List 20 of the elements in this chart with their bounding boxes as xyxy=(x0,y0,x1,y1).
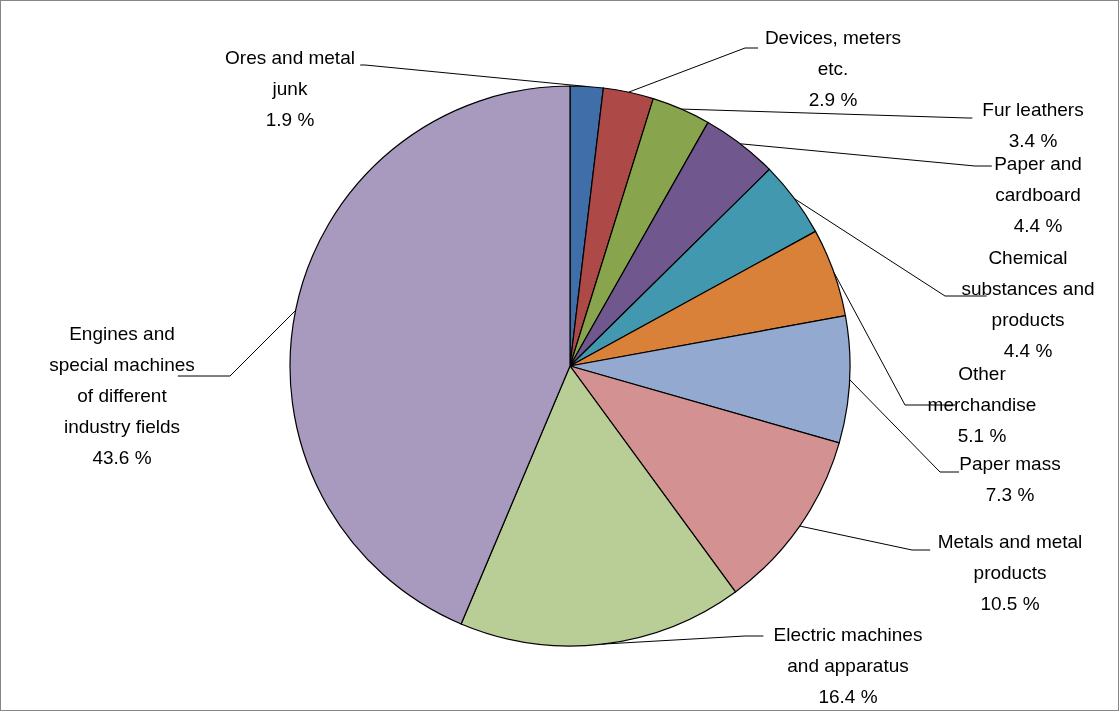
slice-label: Metals and metal products xyxy=(937,531,1083,583)
slice-label: Chemical substances and products xyxy=(961,247,1095,330)
data-label: 4.4 % xyxy=(1013,215,1063,236)
data-label: 4.4 % xyxy=(1003,340,1053,361)
slice-label: Other merchandise xyxy=(927,363,1037,415)
data-label: 16.4 % xyxy=(818,686,878,707)
data-label: 7.3 % xyxy=(985,484,1035,505)
slice-label: Devices, meters etc. xyxy=(764,27,902,79)
slice-label: Paper mass xyxy=(959,453,1061,474)
data-label: 2.9 % xyxy=(808,89,858,110)
data-label: 3.4 % xyxy=(1008,130,1058,151)
data-label: 5.1 % xyxy=(957,425,1007,446)
slice-label: Fur leathers xyxy=(982,99,1084,120)
slice-label: Ores and metal junk xyxy=(225,47,355,99)
data-label: 1.9 % xyxy=(265,109,315,130)
slice-label: Paper and cardboard xyxy=(994,153,1082,205)
slice-label: Engines and special machines of different industry fields xyxy=(49,323,195,437)
slice-label: Electric machines and apparatus xyxy=(773,624,923,676)
data-label: 43.6 % xyxy=(92,447,152,468)
data-label: 10.5 % xyxy=(980,593,1040,614)
